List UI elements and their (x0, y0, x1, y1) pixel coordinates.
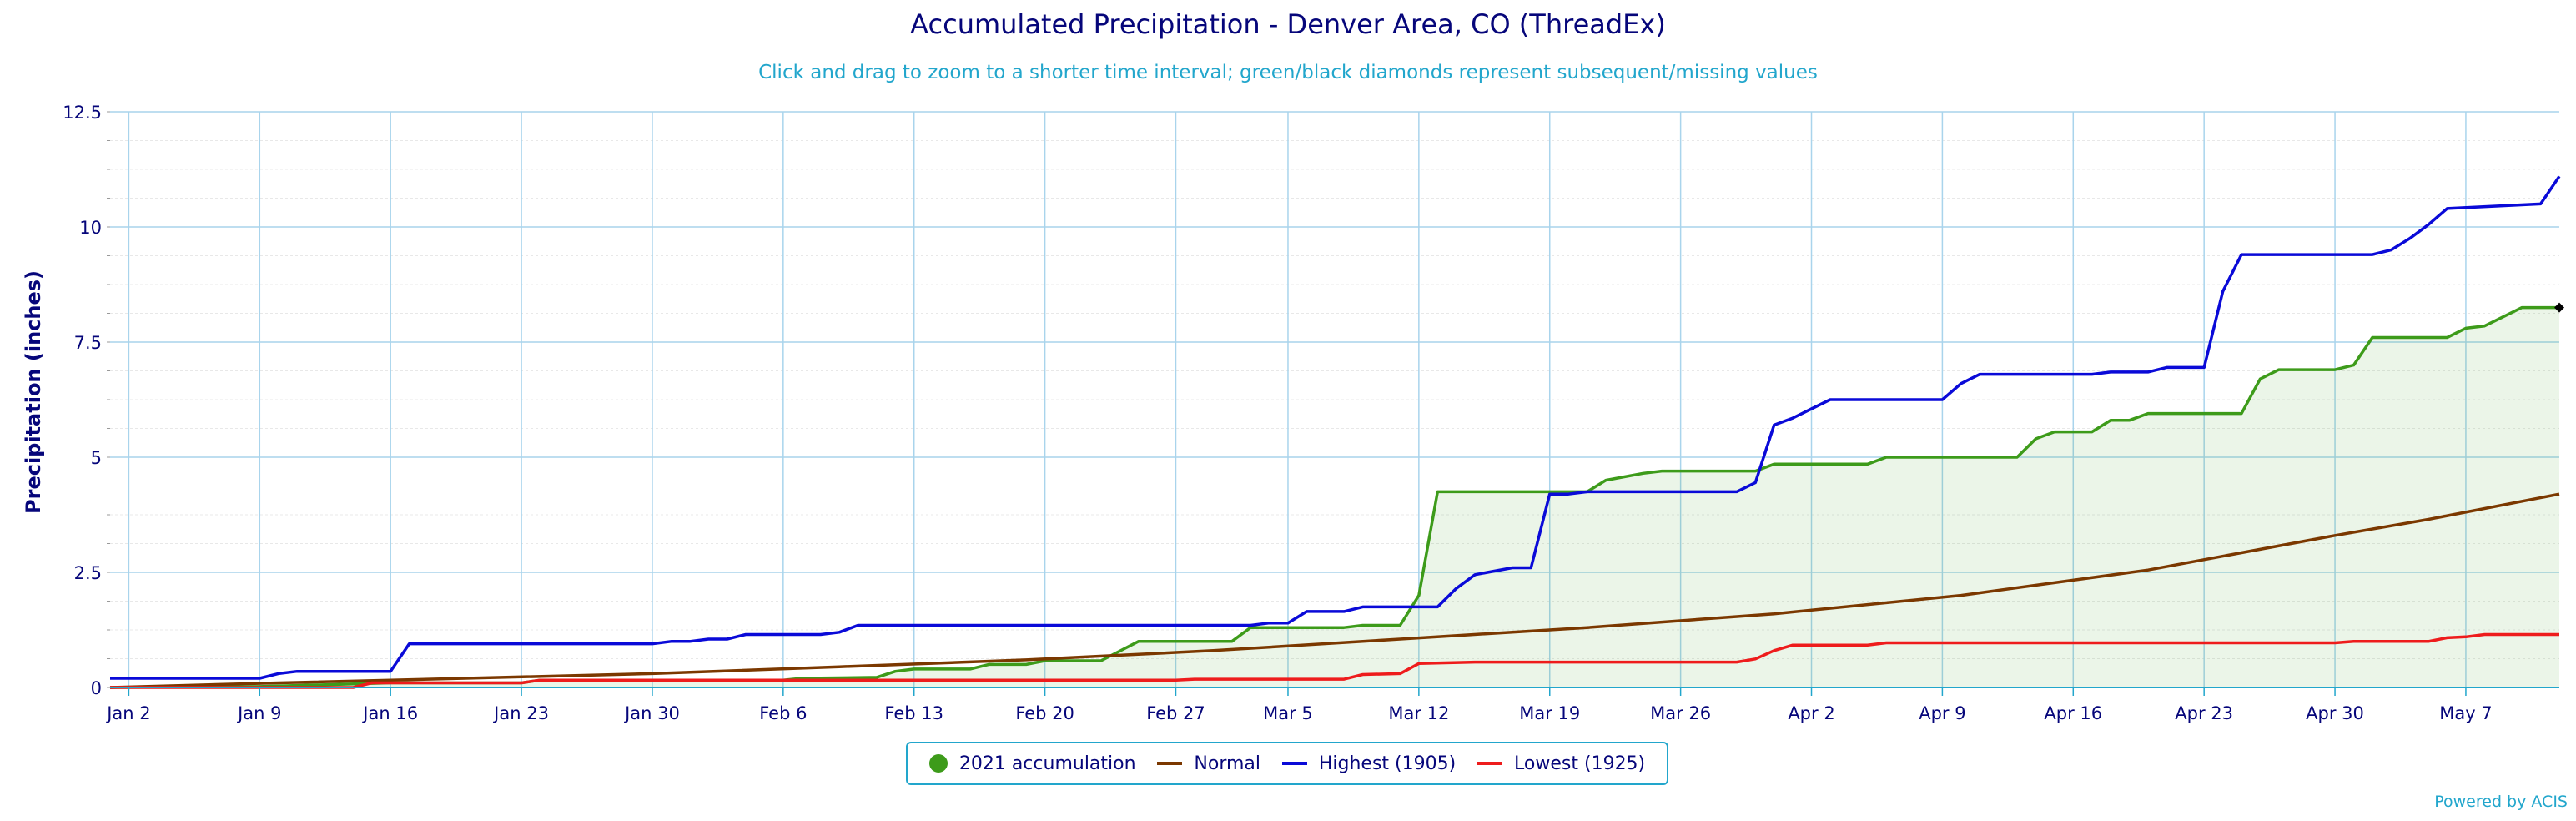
x-tick-label: Apr 9 (1919, 703, 1965, 723)
legend-marker-lowest (1477, 762, 1503, 765)
x-tick-label: Mar 5 (1263, 703, 1313, 723)
series-line-3[interactable] (110, 632, 2559, 689)
diamond-marker[interactable] (2554, 302, 2564, 313)
x-tick-label: Apr 23 (2175, 703, 2233, 723)
x-tick-label: Feb 6 (759, 703, 807, 723)
series-line-2[interactable] (110, 175, 2561, 680)
x-tick-label: Apr 16 (2044, 703, 2102, 723)
y-axis-label: Precipitation (inches) (22, 270, 45, 514)
legend-label-lowest: Lowest (1925) (1514, 753, 1646, 774)
x-tick-label: Feb 27 (1146, 703, 1205, 723)
chart-title: Accumulated Precipitation - Denver Area,… (910, 8, 1666, 40)
legend-marker-2021 (928, 754, 948, 773)
legend-item-lowest[interactable]: Lowest (1925) (1477, 753, 1645, 774)
x-tick-label: Jan 2 (105, 703, 150, 723)
y-tick-label: 2.5 (74, 563, 102, 583)
y-tick-label: 0 (91, 678, 102, 698)
x-tick-label: Feb 20 (1015, 703, 1074, 723)
chart-axes: 0 2.5 5 7.5 10 12.5 Jan 2 Jan 9 Jan 16 Jan 23 Jan … (63, 103, 2559, 723)
legend-label-normal: Normal (1194, 753, 1261, 774)
chart-subtitle: Click and drag to zoom to a shorter time… (758, 62, 1818, 83)
x-tick-label: Mar 26 (1650, 703, 1711, 723)
series-area-0 (110, 307, 2559, 688)
x-tick-label: Apr 30 (2306, 703, 2364, 723)
chart-legend: 2021 accumulation Normal Highest (1905) … (906, 742, 1668, 785)
x-tick-label: Jan 30 (623, 703, 680, 723)
legend-item-2021[interactable]: 2021 accumulation (928, 753, 1136, 774)
x-tick-label: Jan 23 (492, 703, 549, 723)
series-line-0[interactable] (109, 305, 2559, 689)
legend-label-2021: 2021 accumulation (958, 753, 1136, 774)
legend-item-highest[interactable]: Highest (1905) (1281, 753, 1457, 774)
legend-marker-highest (1281, 762, 1307, 765)
plot-area[interactable] (109, 175, 2564, 689)
x-tick-label: Mar 19 (1519, 703, 1580, 723)
legend-marker-normal (1157, 762, 1183, 765)
x-tick-label: Feb 13 (884, 703, 943, 723)
y-tick-label: 5 (91, 448, 102, 468)
y-tick-label: 10 (79, 218, 102, 238)
x-tick-label: Mar 12 (1388, 703, 1449, 723)
y-tick-label: 12.5 (63, 103, 102, 123)
series-line-1[interactable] (109, 492, 2560, 689)
x-tick-label: Apr 2 (1788, 703, 1834, 723)
x-tick-label: Jan 16 (361, 703, 418, 723)
legend-item-normal[interactable]: Normal (1157, 753, 1260, 774)
credits-link[interactable]: Powered by ACIS (2434, 793, 2568, 811)
legend-label-highest: Highest (1905) (1318, 753, 1457, 774)
x-tick-label: May 7 (2439, 703, 2492, 723)
x-tick-label: Jan 9 (236, 703, 281, 723)
y-tick-label: 7.5 (74, 333, 102, 353)
